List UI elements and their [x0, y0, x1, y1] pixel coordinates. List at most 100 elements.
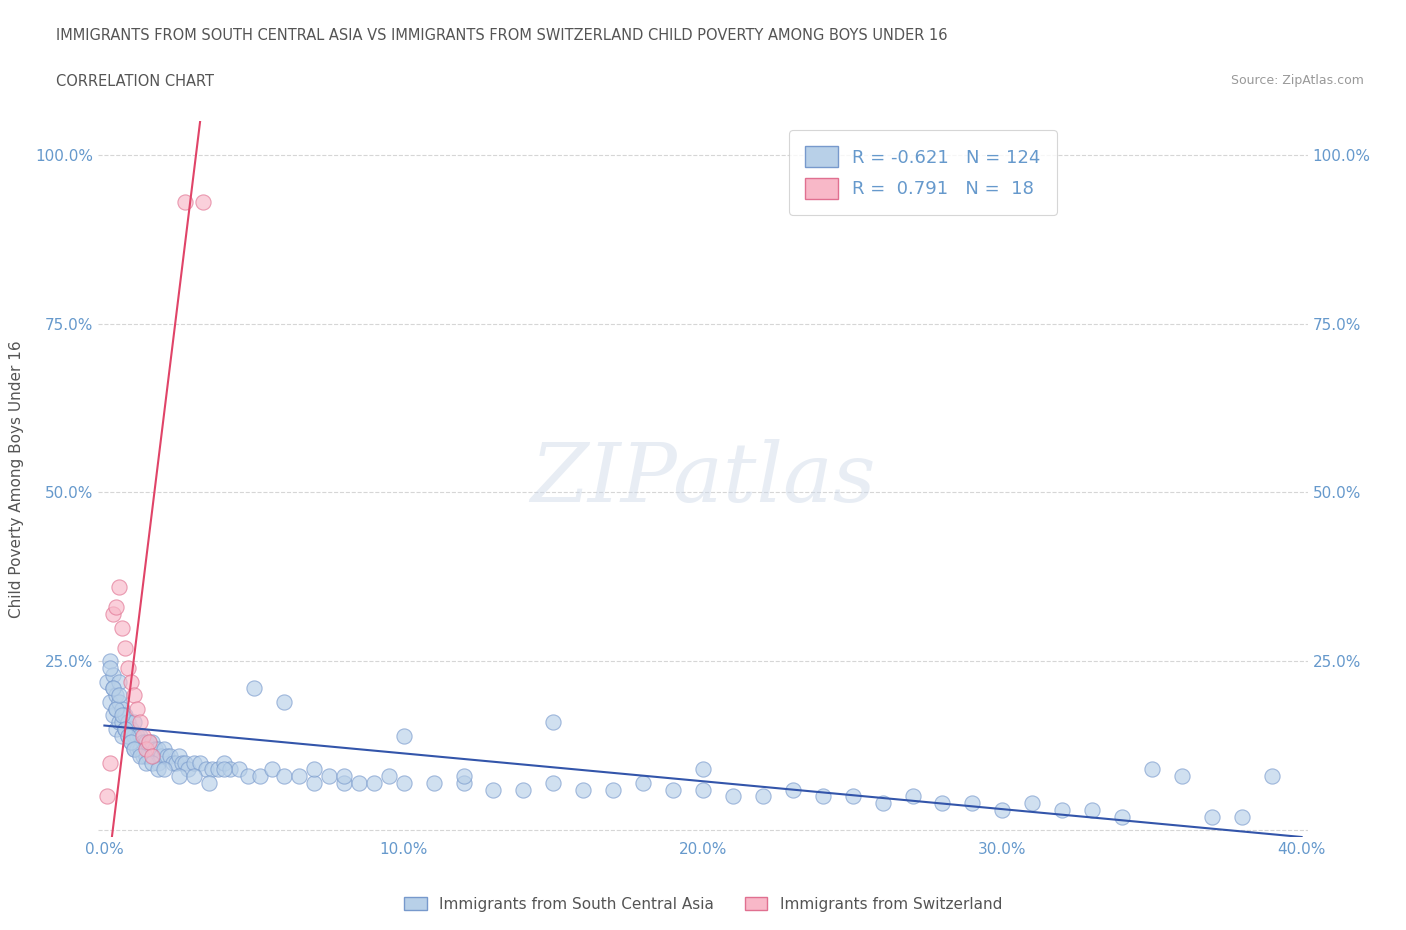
Point: [1171, 769, 1194, 784]
Point: [127, 742, 149, 757]
Point: [148, 762, 170, 777]
Point: [631, 776, 654, 790]
Point: [174, 194, 197, 209]
Point: [318, 769, 340, 784]
Point: [96, 674, 118, 689]
Point: [159, 749, 181, 764]
Point: [124, 728, 146, 743]
Point: [111, 708, 134, 723]
Point: [96, 789, 118, 804]
Point: [120, 674, 142, 689]
Point: [117, 715, 139, 730]
Point: [100, 755, 122, 770]
Point: [105, 722, 128, 737]
Point: [172, 755, 194, 770]
Point: [1140, 762, 1163, 777]
Point: [132, 735, 155, 750]
Point: [111, 715, 134, 730]
Point: [108, 695, 131, 710]
Point: [1111, 809, 1133, 824]
Point: [991, 803, 1014, 817]
Point: [156, 749, 179, 764]
Point: [243, 681, 266, 696]
Point: [841, 789, 863, 804]
Point: [117, 728, 139, 743]
Point: [135, 749, 157, 764]
Point: [422, 776, 444, 790]
Point: [288, 769, 311, 784]
Point: [188, 755, 211, 770]
Point: [129, 749, 152, 764]
Point: [228, 762, 250, 777]
Point: [207, 762, 229, 777]
Point: [302, 762, 325, 777]
Text: ZIPatlas: ZIPatlas: [530, 439, 876, 519]
Point: [114, 722, 136, 737]
Point: [174, 755, 197, 770]
Point: [752, 789, 775, 804]
Point: [333, 776, 356, 790]
Point: [141, 749, 163, 764]
Point: [377, 769, 399, 784]
Point: [138, 735, 160, 750]
Point: [1201, 809, 1223, 824]
Point: [143, 742, 166, 757]
Point: [872, 796, 894, 811]
Point: [148, 755, 170, 770]
Point: [127, 728, 149, 743]
Point: [482, 782, 505, 797]
Point: [1021, 796, 1043, 811]
Point: [572, 782, 595, 797]
Point: [103, 606, 125, 621]
Point: [512, 782, 534, 797]
Point: [153, 742, 176, 757]
Point: [177, 762, 200, 777]
Point: [138, 735, 160, 750]
Point: [103, 681, 125, 696]
Point: [962, 796, 984, 811]
Point: [219, 762, 242, 777]
Point: [103, 708, 125, 723]
Point: [103, 668, 125, 683]
Point: [150, 749, 173, 764]
Point: [901, 789, 924, 804]
Point: [543, 776, 565, 790]
Point: [333, 769, 356, 784]
Point: [100, 654, 122, 669]
Point: [141, 755, 163, 770]
Point: [167, 749, 190, 764]
Point: [114, 641, 136, 656]
Point: [135, 742, 157, 757]
Text: IMMIGRANTS FROM SOUTH CENTRAL ASIA VS IMMIGRANTS FROM SWITZERLAND CHILD POVERTY : IMMIGRANTS FROM SOUTH CENTRAL ASIA VS IM…: [56, 28, 948, 43]
Point: [162, 755, 184, 770]
Point: [108, 715, 131, 730]
Point: [167, 769, 190, 784]
Point: [108, 674, 131, 689]
Point: [114, 722, 136, 737]
Text: CORRELATION CHART: CORRELATION CHART: [56, 74, 214, 89]
Point: [120, 735, 142, 750]
Point: [273, 769, 295, 784]
Point: [1230, 809, 1253, 824]
Point: [135, 735, 157, 750]
Point: [141, 735, 163, 750]
Point: [543, 715, 565, 730]
Point: [111, 701, 134, 716]
Point: [105, 600, 128, 615]
Point: [100, 660, 122, 675]
Point: [453, 776, 475, 790]
Point: [692, 782, 714, 797]
Point: [105, 701, 128, 716]
Point: [103, 681, 125, 696]
Point: [347, 776, 370, 790]
Text: Source: ZipAtlas.com: Source: ZipAtlas.com: [1230, 74, 1364, 87]
Point: [1260, 769, 1282, 784]
Point: [363, 776, 385, 790]
Point: [153, 762, 176, 777]
Point: [129, 728, 152, 743]
Point: [302, 776, 325, 790]
Point: [212, 762, 235, 777]
Point: [236, 769, 259, 784]
Point: [129, 742, 152, 757]
Point: [124, 742, 146, 757]
